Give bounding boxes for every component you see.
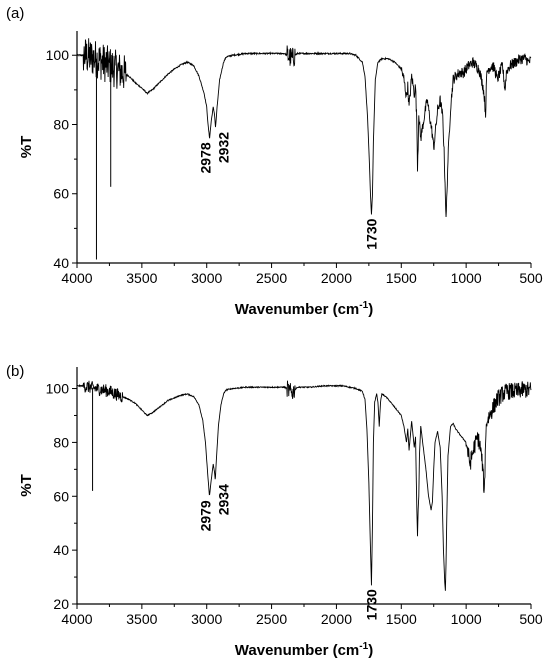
chart-panel-b: (b) 4000 3500 3000 2500 2000 1500 1000 500 20 40 60… [6,363,543,659]
x-tick-label: 4000 [61,270,92,286]
y-axis-label: %T [18,474,35,497]
x-tick-label: 2000 [321,270,352,286]
peak-annotation: 2932 [216,132,232,163]
y-tick-label: 60 [53,186,69,202]
peak-annotation: 1730 [363,218,379,249]
chart-panel-a: (a) 4000 3500 3000 2500 2000 1500 1000 500 40 60 80… [6,5,543,318]
y-tick-label: 100 [46,381,70,397]
peak-annotation: 2934 [215,484,231,515]
spectrum-line [76,38,532,218]
peak-annotation: 2978 [198,142,214,173]
y-tick-label: 40 [53,542,69,558]
x-axis-label: Wavenumber (cm-1) [235,641,373,659]
x-tick-label: 2500 [256,611,287,627]
x-tick-label: 500 [519,270,543,286]
y-tick-label: 80 [53,434,69,450]
y-tick-label: 100 [46,47,70,63]
x-tick-label: 3000 [191,611,222,627]
y-tick-label: 80 [53,116,69,132]
y-tick-label: 60 [53,488,69,504]
y-axis-label: %T [18,136,35,159]
x-tick-label: 1500 [386,611,417,627]
x-axis-label: Wavenumber (cm-1) [235,300,373,318]
x-tick-label: 500 [519,611,543,627]
x-tick-label: 3000 [191,270,222,286]
x-tick-label: 2000 [321,611,352,627]
panel-label: (a) [6,5,24,22]
peak-annotation: 1730 [363,589,379,620]
x-tick-label: 4000 [61,611,92,627]
x-tick-label: 1000 [451,611,482,627]
x-tick-label: 1500 [386,270,417,286]
y-tick-label: 20 [53,596,69,612]
x-tick-label: 3500 [126,611,157,627]
x-tick-label: 2500 [256,270,287,286]
x-tick-label: 3500 [126,270,157,286]
spectrum-line [76,380,532,591]
y-tick-label: 40 [53,255,69,271]
peak-annotation: 2979 [197,500,213,531]
x-tick-label: 1000 [451,270,482,286]
panel-label: (b) [6,363,24,380]
